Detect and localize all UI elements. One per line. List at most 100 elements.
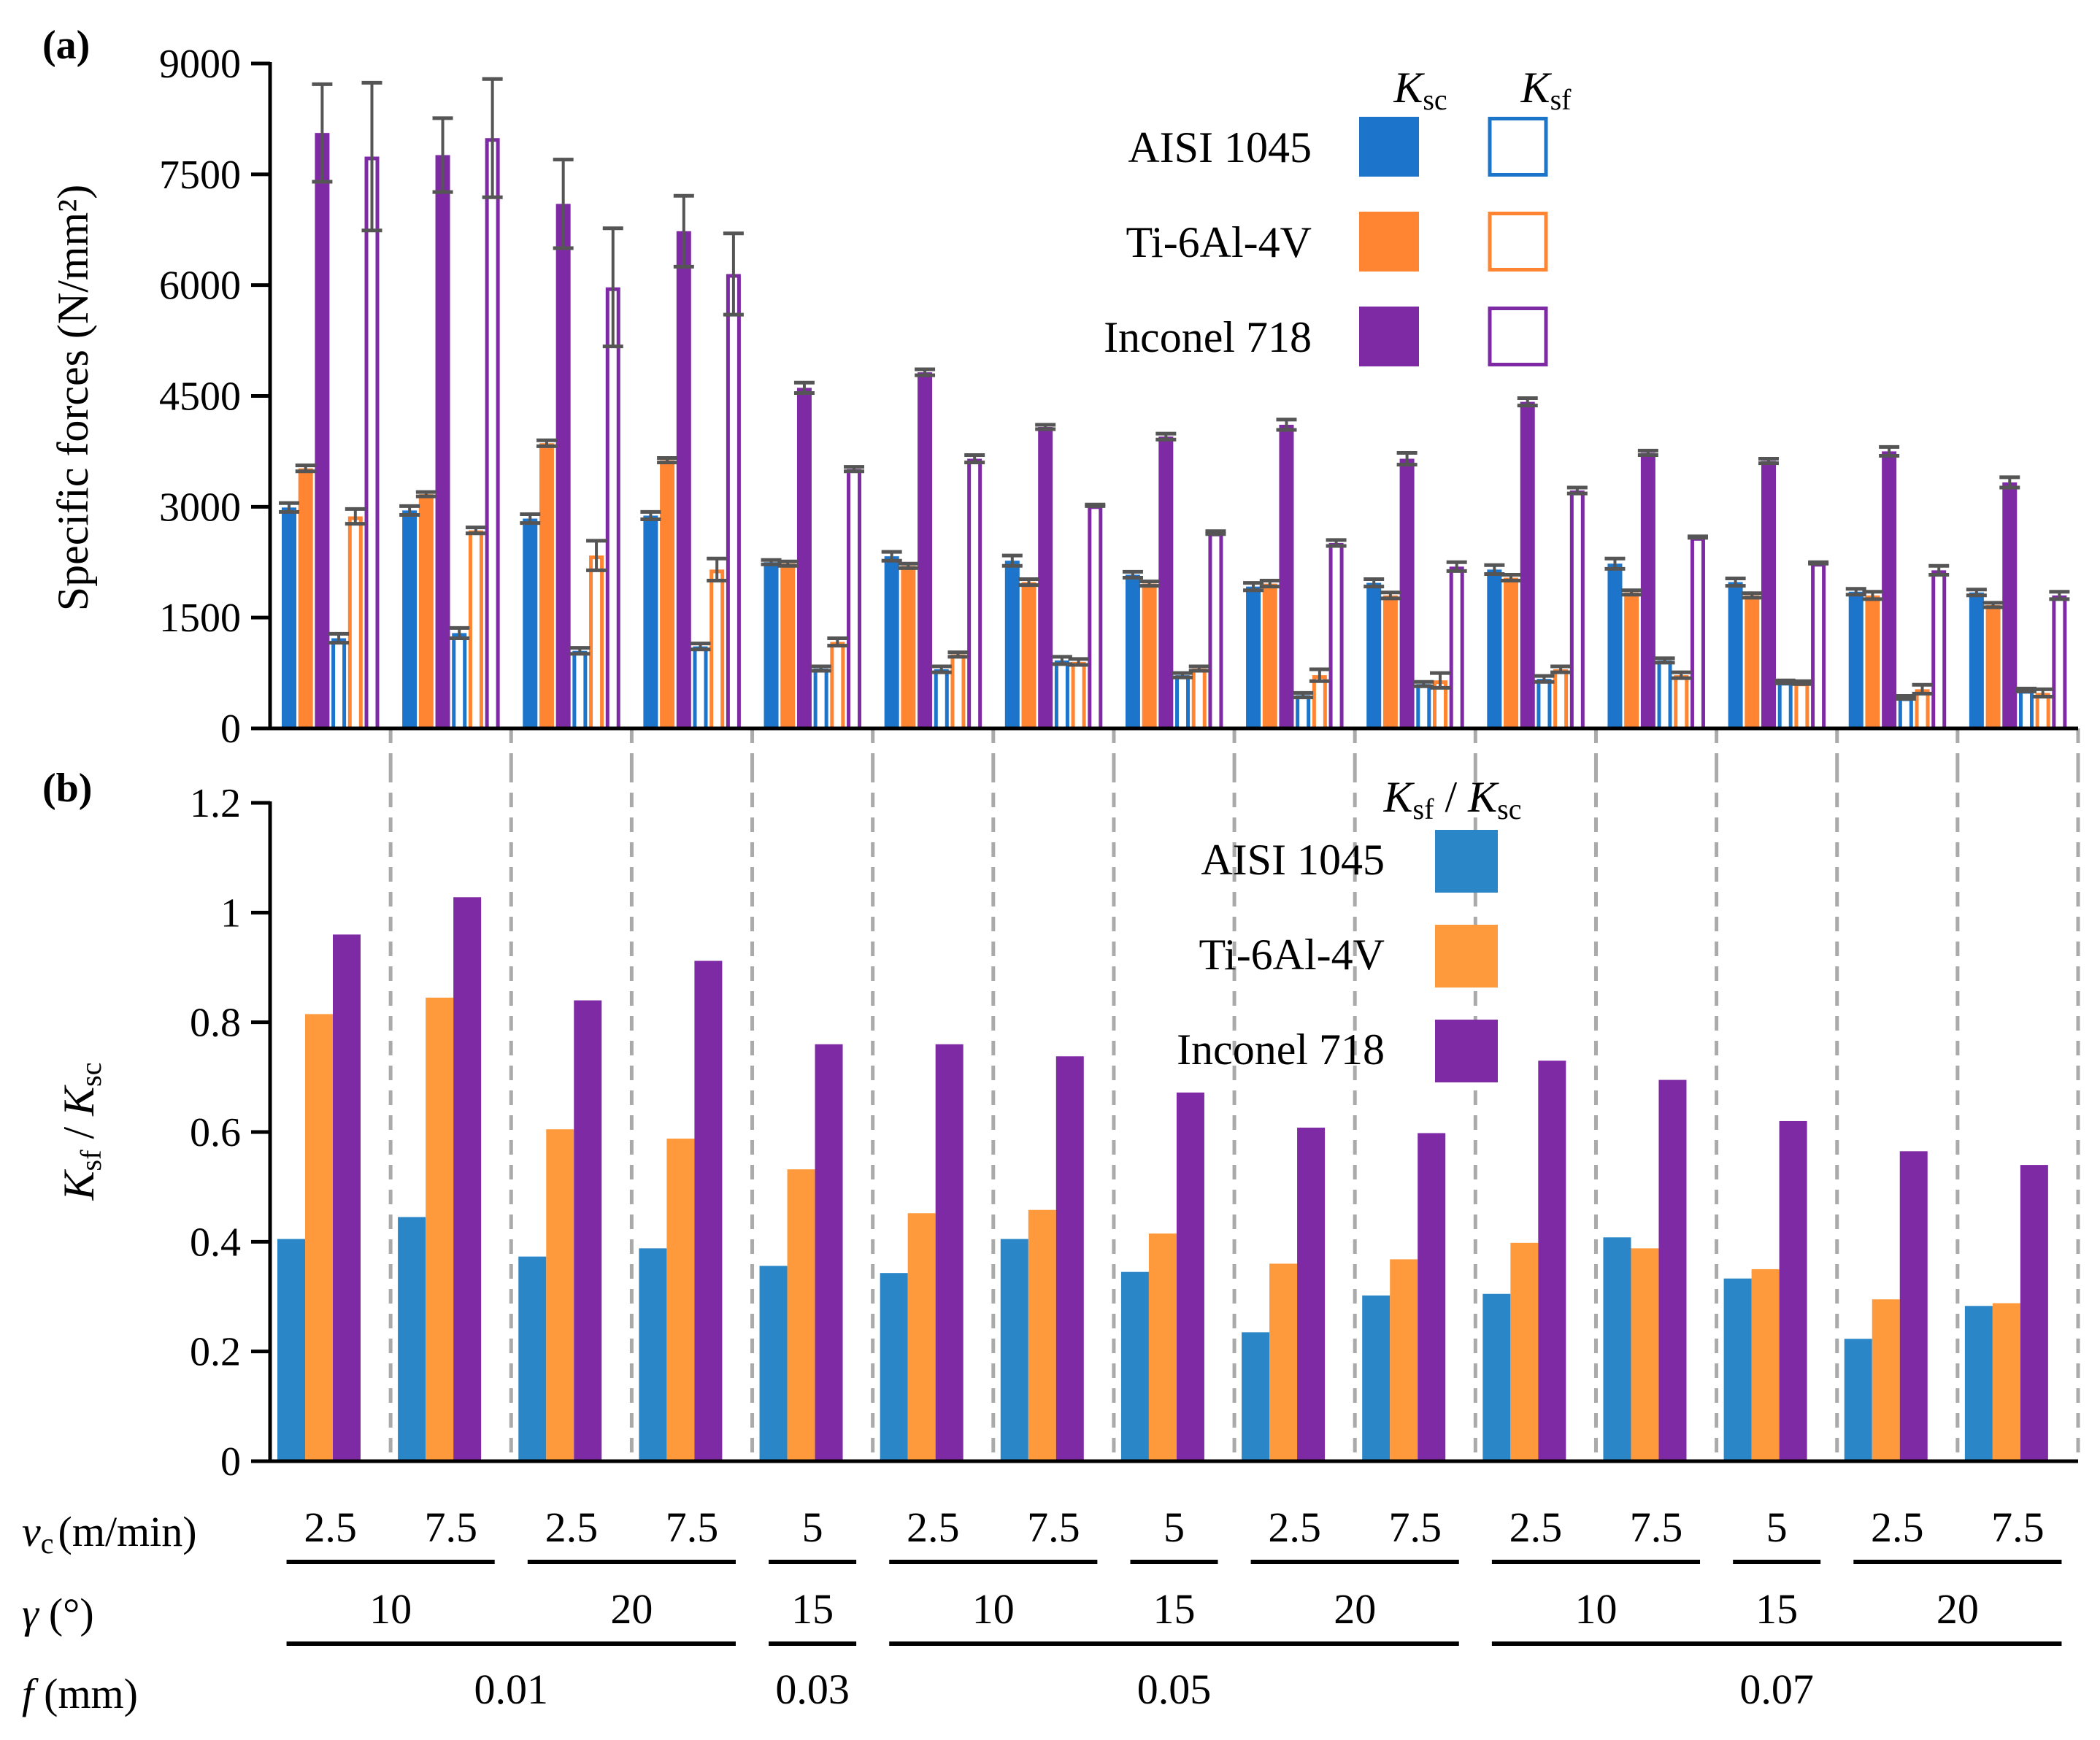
vc-label: 2.5 xyxy=(1268,1504,1321,1551)
error-bar xyxy=(1758,457,1779,466)
legend-a-swatch-outline-ti xyxy=(1488,212,1548,272)
bar-a-outline xyxy=(452,633,467,731)
error-bar xyxy=(361,80,382,233)
panel-a-chart: (a) Specific forces (N/mm²) 0 1500 3000 450… xyxy=(42,23,2080,768)
legend-a-row-ti: Ti-6Al-4V xyxy=(1126,218,1312,266)
error-bar xyxy=(1895,693,1916,701)
bar-b xyxy=(1723,1278,1752,1461)
bar-a-solid xyxy=(764,562,779,728)
error-bar xyxy=(673,193,694,269)
bar-a-solid xyxy=(1607,563,1623,728)
panel-a-axes: 0 1500 3000 4500 6000 7500 9000 xyxy=(159,42,2078,752)
bar-b xyxy=(1992,1303,2020,1461)
bar-b xyxy=(907,1213,936,1461)
bar-a-outline xyxy=(1657,660,1672,731)
legend-a-swatches xyxy=(1359,117,1548,366)
bar-a-outline xyxy=(331,638,347,731)
bar-a-solid xyxy=(1761,461,1776,728)
panel-a-legend: Ksc Ksf AISI 1045 Ti-6Al-4V Inconel 718 xyxy=(1104,63,1572,366)
bar-a-solid xyxy=(1246,586,1261,728)
legend-a-swatch-outline-inconel xyxy=(1488,307,1548,366)
bar-a-outline xyxy=(1071,661,1086,731)
bar-b xyxy=(1000,1239,1028,1461)
y-tick-label: 0.6 xyxy=(190,1110,241,1155)
bar-b xyxy=(1176,1092,1204,1461)
panel-a-label: (a) xyxy=(42,23,90,68)
error-bar xyxy=(1654,656,1675,665)
y-tick-label: 1 xyxy=(220,890,241,936)
bar-b xyxy=(1964,1306,1993,1461)
error-bar xyxy=(279,501,299,514)
error-bar xyxy=(569,646,591,656)
bar-a-solid xyxy=(1848,591,1864,728)
bar-b xyxy=(880,1273,908,1461)
error-bar xyxy=(1155,431,1177,442)
error-bar xyxy=(553,158,574,250)
error-bar xyxy=(1845,587,1866,597)
y-tick-label: 0 xyxy=(220,1439,241,1485)
error-bar xyxy=(1276,417,1297,432)
bar-a-outline xyxy=(950,654,966,731)
gamma-label: 15 xyxy=(1755,1585,1798,1633)
error-bar xyxy=(1018,577,1039,588)
bar-a-outline xyxy=(1931,570,1947,731)
y-tick-label: 6000 xyxy=(159,263,241,309)
bar-b xyxy=(1055,1056,1084,1461)
bar-a-outline xyxy=(2035,693,2050,731)
bar-a-solid xyxy=(418,494,434,728)
bar-b xyxy=(1390,1259,1418,1461)
bar-a-solid xyxy=(1038,427,1053,728)
gamma-label: 10 xyxy=(972,1585,1015,1633)
bar-a-outline xyxy=(1328,542,1344,731)
error-bar xyxy=(1380,590,1401,601)
error-bar xyxy=(1999,475,2020,490)
bar-a-outline xyxy=(1553,669,1569,731)
bar-b xyxy=(2020,1165,2048,1461)
gamma-label: 10 xyxy=(1574,1585,1617,1633)
panel-b-dividers xyxy=(388,768,2080,1461)
error-bar xyxy=(1566,485,1588,496)
bar-b xyxy=(574,1000,602,1461)
error-bar xyxy=(1862,590,1883,601)
legend-a-swatch-solid-aisi xyxy=(1359,117,1419,177)
bar-b xyxy=(1362,1295,1391,1461)
bar-b xyxy=(1779,1120,1807,1461)
error-bar xyxy=(810,664,831,673)
vc-label: 2.5 xyxy=(304,1504,357,1551)
error-bar xyxy=(898,561,919,570)
gamma-label: 20 xyxy=(610,1585,653,1633)
bar-b xyxy=(1120,1271,1149,1461)
vc-label: 7.5 xyxy=(424,1504,477,1551)
bar-a-outline xyxy=(1898,697,1913,731)
bar-b xyxy=(666,1139,695,1461)
error-bar xyxy=(1293,690,1314,699)
gamma-labels: 10 20 15 10 15 20 10 15 20 xyxy=(286,1585,2062,1646)
vc-label: 2.5 xyxy=(1509,1504,1563,1551)
legend-a-col1-header: Ksc xyxy=(1393,63,1447,116)
bar-a-solid xyxy=(1279,424,1294,728)
error-bar xyxy=(1446,560,1467,573)
gamma-label: 15 xyxy=(1153,1585,1196,1633)
bar-a-outline xyxy=(1915,689,1930,731)
bar-a-outline xyxy=(1191,669,1207,731)
bar-b xyxy=(935,1044,964,1461)
bar-a-outline xyxy=(1777,682,1793,731)
error-bar xyxy=(520,512,541,526)
error-bar xyxy=(1791,679,1812,686)
error-bar xyxy=(657,456,678,465)
bar-a-solid xyxy=(660,460,675,728)
vc-label: 7.5 xyxy=(1389,1504,1442,1551)
error-bar xyxy=(1139,580,1160,588)
bar-b xyxy=(1297,1127,1326,1461)
legend-a-swatch-outline-aisi xyxy=(1488,117,1548,177)
vc-label: 7.5 xyxy=(1991,1504,2045,1551)
bar-a-outline xyxy=(347,516,363,731)
error-bar xyxy=(328,631,350,645)
error-bar xyxy=(1517,396,1538,408)
bar-a-solid xyxy=(539,443,554,728)
bar-a-solid xyxy=(918,372,933,728)
bar-b xyxy=(1148,1233,1177,1461)
bar-a-solid xyxy=(435,155,450,728)
bar-b xyxy=(815,1044,843,1461)
error-bar xyxy=(2049,590,2070,601)
